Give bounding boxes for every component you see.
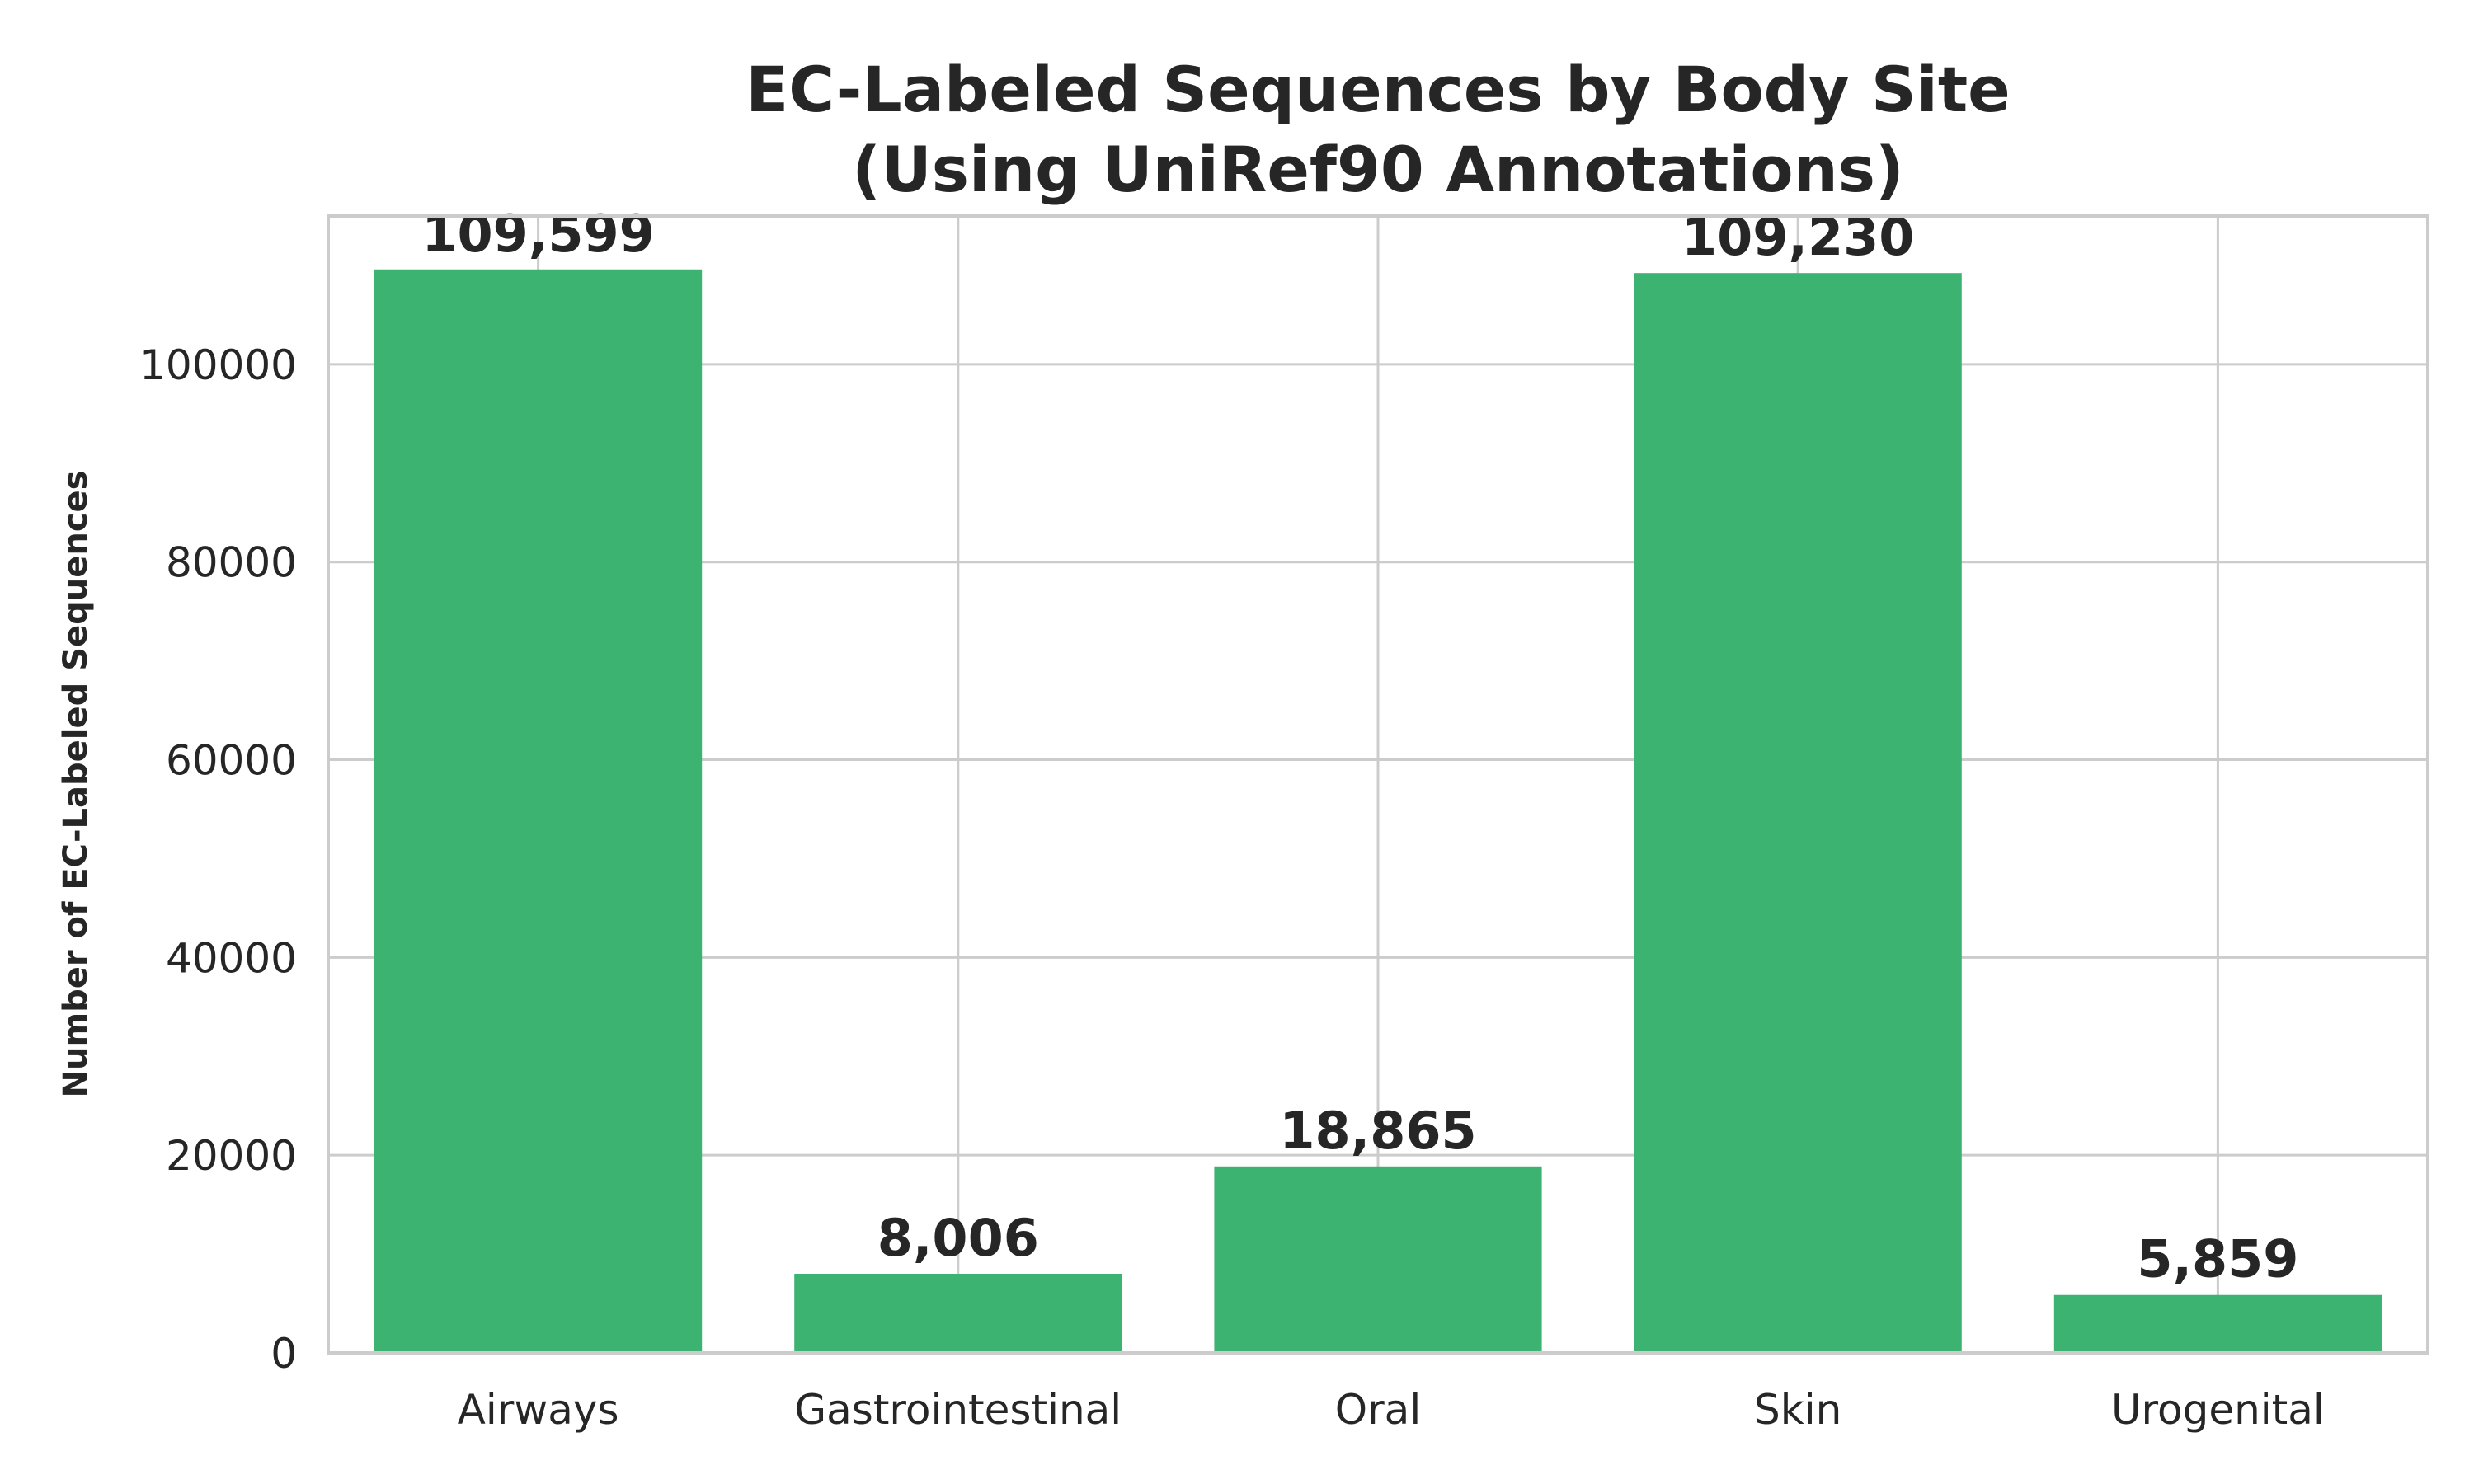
bar <box>1634 273 1962 1353</box>
y-tick-label: 20000 <box>166 1132 297 1180</box>
bar-value-label: 5,859 <box>2137 1229 2298 1289</box>
x-tick-label: Oral <box>1335 1386 1421 1434</box>
x-tick-label: Skin <box>1754 1386 1841 1434</box>
y-tick-label: 60000 <box>166 737 297 785</box>
bars-layer <box>374 269 2382 1354</box>
chart-title-line-2: (Using UniRef90 Annotations) <box>852 133 1903 206</box>
chart-title-line-1: EC-Labeled Sequences by Body Site <box>745 53 2010 126</box>
bar-value-label: 109,599 <box>421 204 654 264</box>
y-tick-label: 100000 <box>139 341 297 389</box>
bar <box>374 269 703 1354</box>
bar <box>2053 1294 2382 1353</box>
y-tick-label: 0 <box>270 1330 297 1378</box>
bar-value-label: 8,006 <box>877 1208 1039 1268</box>
y-axis-label: Number of EC-Labeled Sequences <box>57 471 95 1098</box>
x-tick-label: Airways <box>458 1386 619 1434</box>
bar <box>794 1273 1122 1353</box>
bar <box>1214 1166 1542 1353</box>
x-tick-label: Urogenital <box>2111 1386 2325 1434</box>
y-tick-label: 80000 <box>166 539 297 587</box>
y-tick-label: 40000 <box>166 934 297 982</box>
plot-frame <box>327 214 2429 1355</box>
x-tick-label: Gastrointestinal <box>794 1386 1122 1434</box>
bar-value-label: 18,865 <box>1279 1101 1476 1161</box>
